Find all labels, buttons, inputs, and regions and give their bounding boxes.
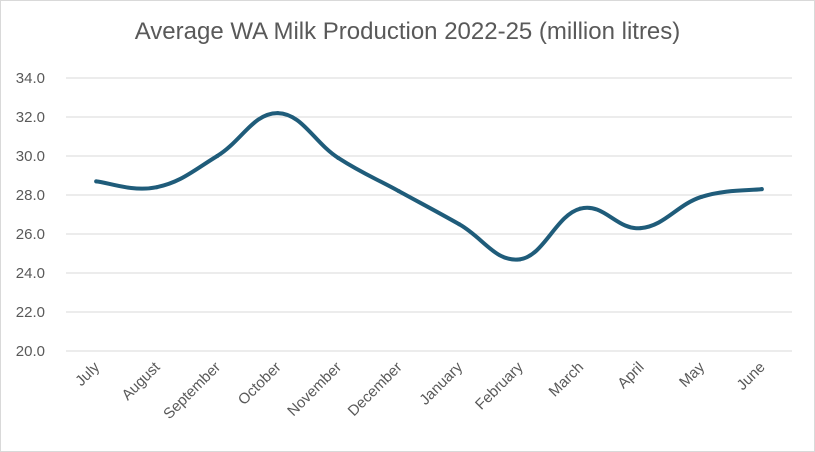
- x-tick-label: July: [72, 358, 103, 389]
- data-point-november: [336, 155, 341, 160]
- data-point-july: [94, 179, 99, 184]
- data-point-december: [396, 189, 401, 194]
- x-tick-label: May: [676, 358, 708, 390]
- x-tick-label: April: [614, 359, 647, 392]
- series-line: [94, 111, 764, 262]
- chart-title: Average WA Milk Production 2022-25 (mill…: [134, 18, 681, 45]
- x-tick-label: August: [119, 358, 165, 404]
- y-tick-label: 34.0: [16, 70, 45, 87]
- y-tick-label: 30.0: [16, 148, 45, 165]
- data-point-september: [215, 154, 220, 158]
- x-tick-label: March: [546, 359, 587, 400]
- y-tick-label: 24.0: [16, 265, 45, 282]
- x-tick-label: January: [416, 358, 466, 408]
- y-tick-label: 20.0: [16, 343, 45, 360]
- y-tick-label: 28.0: [16, 187, 45, 204]
- data-point-june: [759, 187, 764, 192]
- x-tick-label: November: [284, 359, 345, 420]
- data-point-march: [578, 206, 583, 211]
- y-tick-label: 22.0: [16, 304, 45, 321]
- data-point-may: [699, 194, 704, 199]
- x-tick-label: October: [235, 359, 285, 409]
- y-tick-label: 32.0: [16, 109, 45, 126]
- y-tick-label: 26.0: [16, 226, 45, 243]
- x-tick-label: February: [472, 358, 527, 413]
- x-tick-label: December: [345, 359, 406, 420]
- data-point-february: [517, 257, 522, 262]
- data-point-october: [275, 111, 280, 116]
- data-point-april: [638, 226, 643, 231]
- data-point-august: [154, 185, 159, 190]
- x-tick-label: September: [160, 359, 224, 423]
- data-point-january: [457, 222, 462, 227]
- x-tick-label: June: [734, 359, 769, 394]
